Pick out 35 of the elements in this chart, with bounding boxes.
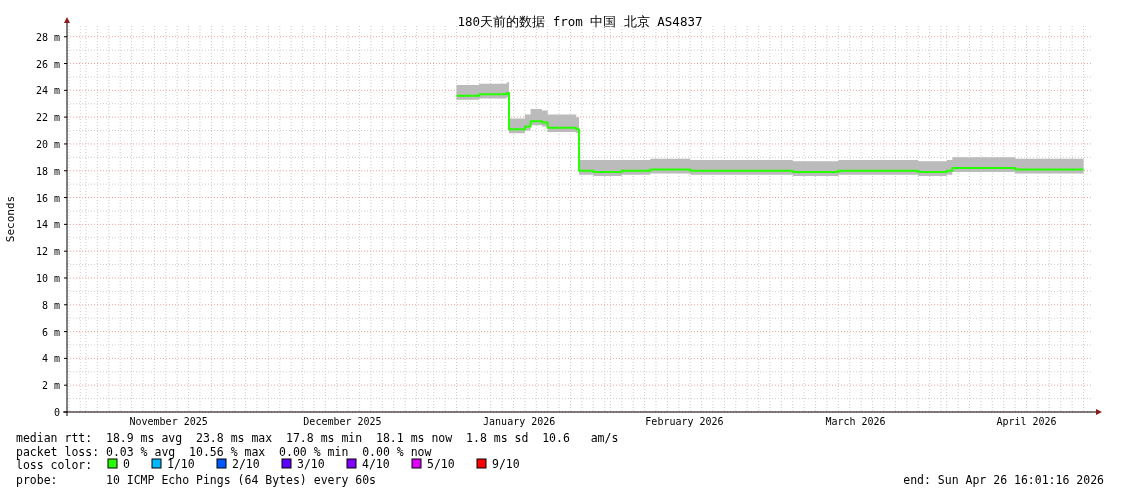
text: 0 bbox=[123, 457, 130, 471]
y-tick-label: 10 m bbox=[35, 272, 60, 284]
y-tick-label: 28 m bbox=[35, 31, 60, 43]
y-tick-label: 8 m bbox=[41, 299, 60, 311]
text: 9/10 bbox=[492, 457, 520, 471]
text: end: Sun Apr 26 16:01:16 2026 bbox=[903, 473, 1105, 487]
y-tick-label: 0 bbox=[53, 407, 60, 418]
y-tick-label: 18 m bbox=[35, 165, 60, 177]
x-tick-label: November 2025 bbox=[129, 416, 208, 427]
text: median rtt: 18.9 ms avg 23.8 ms max 17.8 ms min 18.1 ms now 1.8 ms sd 10.6 am/s bbox=[16, 431, 619, 445]
y-tick-label: 6 m bbox=[41, 326, 60, 338]
y-tick-label: 22 m bbox=[35, 112, 60, 124]
x-tick-label: April 2026 bbox=[996, 416, 1057, 427]
x-tick-label: December 2025 bbox=[303, 416, 382, 427]
y-tick-label: 12 m bbox=[35, 246, 60, 258]
y-tick-label: 14 m bbox=[35, 219, 60, 231]
text: 4/10 bbox=[362, 457, 390, 471]
y-tick-label: 24 m bbox=[35, 85, 60, 97]
y-tick-label: 20 m bbox=[35, 138, 60, 150]
text: 5/10 bbox=[427, 457, 455, 471]
text: probe: 10 ICMP Echo Pings (64 Bytes) every 60s bbox=[16, 473, 377, 487]
y-tick-label: 16 m bbox=[35, 192, 60, 204]
y-tick-label: 26 m bbox=[35, 58, 60, 70]
text: packet loss: 0.03 % avg 10.56 % max 0.00 % min 0.00 % now bbox=[16, 445, 432, 459]
chart-title: 180天前的数据 from 中国 北京 AS4837 bbox=[457, 14, 703, 29]
y-tick-label: 2 m bbox=[41, 380, 60, 392]
text: 3/10 bbox=[297, 457, 325, 471]
x-tick-label: January 2026 bbox=[483, 416, 556, 427]
text: 1/10 bbox=[167, 457, 195, 471]
y-tick-label: 4 m bbox=[41, 353, 60, 365]
x-tick-label: February 2026 bbox=[645, 416, 724, 427]
text: 2/10 bbox=[232, 457, 260, 471]
y-axis-title: Seconds bbox=[4, 195, 17, 243]
text: loss color: bbox=[16, 458, 93, 472]
x-tick-label: March 2026 bbox=[825, 416, 886, 427]
